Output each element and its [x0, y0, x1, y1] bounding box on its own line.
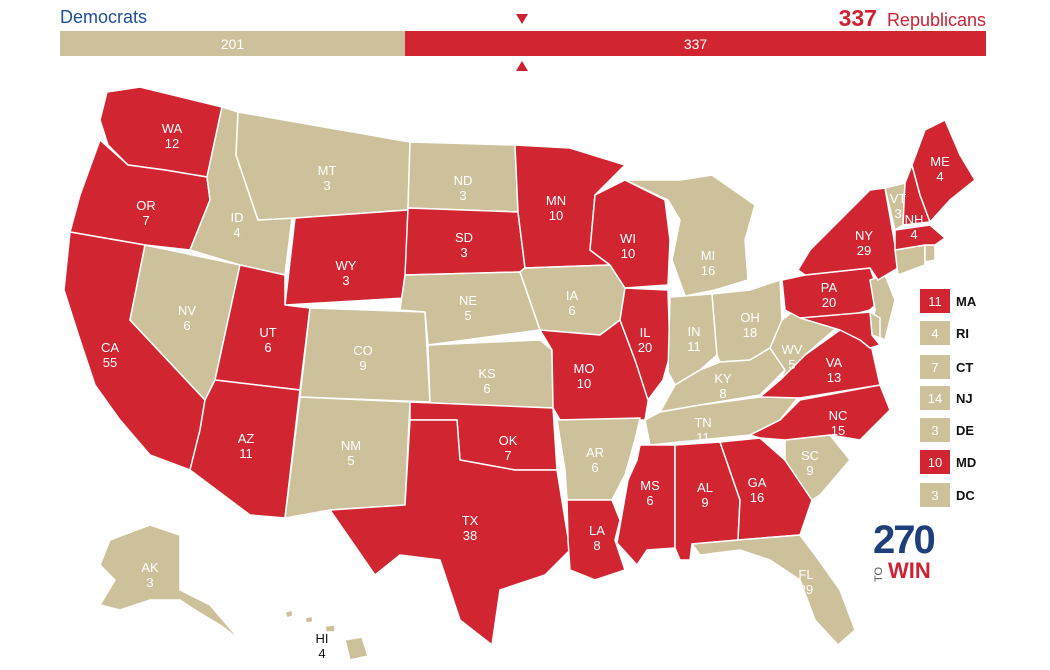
state-label-NE: NE 5: [459, 293, 477, 323]
state-label-TX: TX 38: [462, 513, 479, 543]
state-label-AL: AL 9: [697, 480, 713, 510]
legend-state-code: RI: [956, 325, 969, 341]
270towin-logo: 270 TO WIN: [872, 518, 942, 583]
state-LA[interactable]: [566, 499, 626, 581]
republican-total: 337: [838, 5, 877, 31]
legend-row-DE[interactable]: 3 DE: [920, 418, 1000, 442]
state-NC[interactable]: [749, 384, 891, 441]
state-label-NV: NV 6: [178, 303, 196, 333]
legend-ev-box: 14: [920, 386, 950, 410]
state-label-VA: VA 13: [826, 355, 843, 385]
state-label-IA: IA 6: [566, 288, 579, 318]
state-label-KY: KY 8: [714, 371, 732, 401]
logo-number: 270: [873, 518, 936, 562]
legend-state-code: CT: [956, 359, 974, 375]
state-label-AR: AR 6: [586, 445, 604, 475]
state-label-GA: GA 16: [748, 475, 767, 505]
state-label-AZ: AZ 11: [238, 431, 255, 461]
state-ME[interactable]: [911, 119, 976, 223]
legend-ev-box: 10: [920, 450, 950, 474]
state-label-KS: KS 6: [478, 366, 496, 396]
electoral-vote-bar: 201 337: [60, 31, 986, 56]
state-label-OK: OK 7: [499, 433, 518, 463]
republicans-label: Republicans: [886, 10, 986, 30]
legend-ev-box: 3: [920, 483, 950, 507]
state-label-MT: MT 3: [318, 163, 337, 193]
state-label-ND: ND 3: [454, 173, 473, 203]
dem-bar-segment: 201: [60, 31, 405, 56]
legend-ev-box: 3: [920, 418, 950, 442]
state-TX[interactable]: [329, 419, 571, 646]
legend-row-MD[interactable]: 10 MD: [920, 450, 1000, 474]
state-label-WA: WA 12: [162, 121, 183, 151]
state-label-WI: WI 10: [620, 231, 636, 261]
state-label-WV: WV 5: [782, 342, 803, 372]
state-label-CO: CO 9: [353, 343, 373, 373]
legend-state-code: MA: [956, 293, 977, 309]
state-label-NH: NH 4: [905, 212, 924, 242]
state-label-CA: CA 55: [101, 340, 119, 370]
democrats-label: Democrats: [60, 7, 148, 27]
state-AK[interactable]: [99, 524, 241, 641]
state-label-MN: MN 10: [546, 193, 566, 223]
state-label-NC: NC 15: [829, 408, 848, 438]
state-label-OH: OH 18: [740, 310, 760, 340]
state-label-MI: MI 16: [701, 248, 715, 278]
state-GA[interactable]: [719, 437, 813, 541]
state-label-TN: TN 11: [694, 415, 711, 445]
state-label-AK: AK 3: [141, 560, 159, 590]
state-label-ME: ME 4: [930, 154, 950, 184]
legend-state-code: NJ: [956, 390, 973, 406]
legend-state-code: MD: [956, 454, 977, 470]
logo-to: TO: [873, 566, 885, 582]
legend-row-MA[interactable]: 11 MA: [920, 289, 1000, 313]
state-label-FL: FL 29: [798, 567, 813, 597]
state-label-LA: LA 8: [589, 523, 605, 553]
legend-ev-box: 4: [920, 321, 950, 345]
state-label-UT: UT 6: [259, 325, 276, 355]
legend-row-DC[interactable]: 3 DC: [920, 483, 1000, 507]
state-label-WY: WY 3: [336, 258, 357, 288]
state-FL[interactable]: [691, 534, 856, 646]
state-MO[interactable]: [539, 319, 651, 421]
legend-row-NJ[interactable]: 14 NJ: [920, 386, 1000, 410]
republicans-header: 337 Republicans: [839, 5, 986, 32]
rep-bar-segment: 337: [405, 31, 986, 56]
state-label-MO: MO 10: [574, 361, 595, 391]
state-WV[interactable]: [769, 309, 841, 381]
legend-ev-box: 7: [920, 355, 950, 379]
state-HI[interactable]: [284, 609, 369, 661]
state-label-PA: PA 20: [821, 280, 838, 310]
state-label-HI: HI 4: [316, 631, 329, 661]
state-MI[interactable]: [624, 174, 756, 297]
270-marker-top-icon: [516, 14, 528, 24]
state-IL[interactable]: [619, 287, 671, 401]
state-label-OR: OR 7: [136, 198, 156, 228]
legend-state-code: DC: [956, 487, 975, 503]
state-label-SC: SC 9: [801, 448, 819, 478]
state-label-MS: MS 6: [640, 478, 660, 508]
state-RI[interactable]: [924, 244, 936, 263]
state-MD[interactable]: [799, 311, 881, 349]
logo-win: WIN: [888, 558, 931, 583]
state-label-IN: IN 11: [687, 324, 701, 354]
state-label-NM: NM 5: [341, 438, 361, 468]
state-label-NY: NY 29: [855, 228, 873, 258]
state-AR[interactable]: [556, 417, 641, 501]
state-label-SD: SD 3: [455, 230, 473, 260]
state-NY[interactable]: [797, 187, 899, 281]
state-label-IL: IL 20: [638, 325, 652, 355]
state-label-VT: VT 3: [890, 191, 907, 221]
state-label-ID: ID 4: [231, 210, 244, 240]
legend-row-RI[interactable]: 4 RI: [920, 321, 1000, 345]
legend-row-CT[interactable]: 7 CT: [920, 355, 1000, 379]
legend-ev-box: 11: [920, 289, 950, 313]
state-MA[interactable]: [894, 224, 946, 251]
legend-state-code: DE: [956, 422, 975, 438]
270-marker-bottom-icon: [516, 61, 528, 71]
